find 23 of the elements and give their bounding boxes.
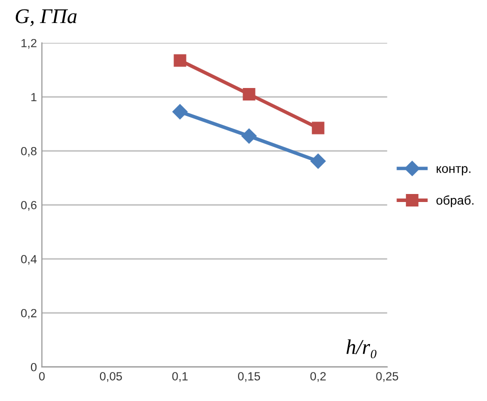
x-tick-label: 0,05: [100, 372, 122, 382]
legend-label: обраб.: [436, 195, 474, 208]
x-tick-label: 0,2: [310, 372, 326, 382]
x-tick-label: 0,15: [238, 372, 260, 382]
x-tick-label: 0: [39, 372, 45, 380]
y-tick-label: 0,2: [21, 308, 36, 319]
point: [172, 104, 188, 120]
point: [174, 54, 186, 67]
x-tick-label: 0,25: [376, 372, 398, 382]
y-tick-label: 0,4: [21, 254, 37, 265]
point: [241, 128, 257, 144]
y-tick-label: 1,2: [22, 38, 36, 49]
point: [312, 122, 324, 134]
legend-label: контр.: [436, 166, 470, 176]
y-axis-title: G, ГПа: [16, 9, 77, 26]
point: [242, 88, 256, 100]
x-axis-title: h/r₀: [346, 339, 376, 358]
point: [310, 154, 326, 169]
x-tick-label: 0,1: [172, 372, 188, 382]
y-tick-label: 0: [30, 362, 37, 372]
y-tick-label: 1: [31, 93, 36, 102]
y-tick-label: 0,6: [21, 200, 37, 211]
y-tick-label: 0,8: [21, 146, 37, 157]
